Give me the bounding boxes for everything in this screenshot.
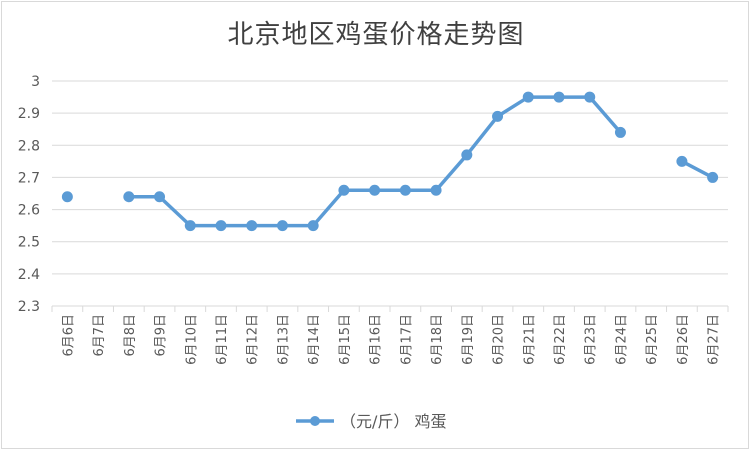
data-point — [338, 184, 350, 196]
x-tick-label: 6月6日 — [61, 314, 76, 357]
x-tick-label: 6月22日 — [553, 314, 568, 365]
legend: （元/斤） 鸡蛋 — [296, 412, 446, 431]
data-point — [492, 110, 504, 122]
x-tick-label: 6月20日 — [492, 314, 507, 365]
y-tick-label: 2.6 — [18, 203, 40, 219]
data-point — [553, 91, 565, 103]
data-point — [154, 191, 166, 203]
data-point — [430, 184, 442, 196]
y-tick-label: 2.9 — [18, 106, 40, 122]
x-tick-label: 6月16日 — [369, 314, 384, 365]
data-point — [707, 171, 719, 183]
data-point — [399, 184, 411, 196]
x-tick-label: 6月9日 — [154, 314, 169, 357]
y-tick-label: 2.5 — [18, 235, 40, 251]
data-point — [276, 220, 288, 232]
x-tick-label: 6月13日 — [276, 314, 291, 365]
data-point — [369, 184, 381, 196]
x-axis: 6月6日 6月7日 6月8日 6月9日 6月10日 6月11日 6月12日 6月13日 6月14… — [51, 306, 729, 365]
data-point — [461, 149, 473, 161]
x-tick-label: 6月12日 — [246, 314, 261, 365]
x-tick-label: 6月17日 — [399, 314, 414, 365]
y-tick-label: 2.8 — [18, 138, 40, 154]
x-tick-label: 6月25日 — [645, 314, 660, 365]
y-tick-label: 2.7 — [18, 170, 40, 186]
series-line — [680, 159, 715, 180]
y-axis-ticks: 2.3 2.4 2.5 2.6 2.7 2.8 2.9 3 — [18, 74, 40, 315]
x-tick-label: 6月10日 — [184, 314, 199, 365]
x-tick-label: 6月24日 — [614, 314, 629, 365]
data-point — [584, 91, 596, 103]
data-point — [123, 191, 135, 203]
x-tick-label: 6月15日 — [338, 314, 353, 365]
x-tick-label: 6月27日 — [707, 314, 722, 365]
x-tick-label: 6月23日 — [584, 314, 599, 365]
x-tick-label: 6月21日 — [522, 314, 537, 365]
data-point — [246, 220, 258, 232]
legend-marker — [310, 416, 320, 426]
data-point — [61, 191, 73, 203]
legend-label: （元/斤） 鸡蛋 — [340, 412, 446, 431]
data-point — [184, 220, 196, 232]
x-tick-label: 6月14日 — [307, 314, 322, 365]
data-point — [307, 220, 319, 232]
x-tick-label: 6月7日 — [92, 314, 107, 357]
x-tick-label: 6月18日 — [430, 314, 445, 365]
x-tick-label: 6月26日 — [676, 314, 691, 365]
y-tick-label: 2.4 — [18, 267, 40, 283]
chart-title: 北京地区鸡蛋价格走势图 — [227, 20, 525, 50]
series-layer — [61, 91, 719, 232]
y-tick-label: 2.3 — [18, 299, 40, 315]
data-point — [614, 126, 626, 138]
data-point — [215, 220, 227, 232]
x-tick-label: 6月8日 — [123, 314, 138, 357]
x-tick-label: 6月11日 — [215, 314, 230, 365]
series-line — [127, 95, 623, 228]
data-point — [676, 155, 688, 167]
data-point — [522, 91, 534, 103]
x-tick-label: 6月19日 — [461, 314, 476, 365]
gridlines — [52, 80, 728, 307]
y-tick-label: 3 — [31, 74, 40, 90]
